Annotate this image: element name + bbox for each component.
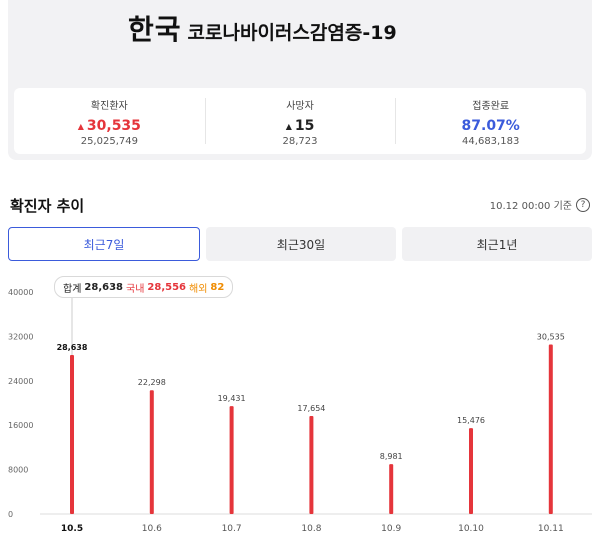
x-tick-label: 10.9: [381, 524, 401, 534]
updated-time: 10.12 00:00 기준 ?: [490, 197, 590, 212]
bar-value-label: 19,431: [218, 394, 246, 403]
y-tick-label: 8000: [8, 466, 28, 475]
tooltip-total-label: 합계: [63, 283, 82, 295]
period-tabs: 최근7일 최근30일 최근1년: [8, 227, 592, 261]
y-tick-label: 32000: [8, 332, 33, 341]
stat-value: ▲ 30,535: [14, 117, 205, 135]
stat-total: 28,723: [282, 136, 318, 147]
up-arrow-icon: ▲: [285, 121, 292, 131]
confirmed-cases-chart: 0 8000 16000 24000 32000 40000 28,638 10.5 22,29…: [8, 288, 592, 534]
bar-value-label: 30,535: [537, 333, 565, 342]
stat-value: ▲ 15: [205, 117, 396, 135]
tab-recent-7-days[interactable]: 최근7일: [8, 227, 200, 261]
y-tick-label: 0: [8, 510, 13, 519]
bar-10.8: [309, 416, 314, 514]
stat-deaths: 사망자 ▲ 15 28,723: [204, 88, 396, 154]
bar-10.7: [229, 406, 234, 514]
tooltip-domestic-label: 국내: [126, 283, 145, 295]
stat-vaccinated: 접종완료 87.07% 44,683,183: [395, 88, 586, 154]
x-tick-label: 10.8: [301, 524, 321, 534]
updated-text: 10.12 00:00 기준: [489, 201, 572, 212]
bar-10.5: [70, 355, 74, 514]
bar-value-label: 8,981: [380, 452, 403, 461]
x-tick-label: 10.5: [61, 524, 83, 534]
tab-recent-30-days[interactable]: 최근30일: [206, 227, 396, 261]
stat-value-text: 15: [294, 118, 315, 134]
bar-10.10: [469, 428, 473, 514]
bar-10.11: [548, 344, 553, 514]
x-tick-label: 10.7: [222, 524, 242, 534]
y-tick-label: 16000: [8, 421, 33, 430]
question-circle-icon[interactable]: ?: [576, 197, 590, 212]
tab-recent-1-year[interactable]: 최근1년: [402, 227, 592, 261]
bar-value-label: 28,638: [57, 343, 88, 352]
x-tick-label: 10.6: [142, 524, 162, 534]
x-tick-label: 10.11: [538, 524, 564, 534]
up-arrow-icon: ▲: [77, 121, 84, 131]
bar-10.6: [149, 390, 154, 514]
stat-label: 접종완료: [472, 101, 510, 112]
stat-value-text: 87.07%: [461, 118, 520, 134]
stats-card: 확진환자 ▲ 30,535 25,025,749 사망자 ▲ 15 28,723…: [14, 88, 586, 154]
tooltip-overseas-value: 82: [210, 281, 225, 293]
bar-value-label: 17,654: [297, 404, 325, 413]
stat-total: 44,683,183: [462, 136, 520, 147]
stat-label: 사망자: [286, 101, 314, 112]
x-tick-label: 10.10: [458, 524, 484, 534]
stat-label: 확진환자: [90, 101, 128, 112]
section-title: 확진자 추이: [10, 197, 85, 215]
y-tick-label: 24000: [8, 377, 33, 386]
country-name: 한국: [128, 13, 182, 46]
stat-confirmed: 확진환자 ▲ 30,535 25,025,749: [14, 88, 205, 154]
y-tick-label: 40000: [8, 288, 33, 297]
stat-total: 25,025,749: [80, 136, 138, 147]
tooltip-domestic-value: 28,556: [147, 281, 186, 293]
disease-name: 코로나바이러스감염증-19: [187, 22, 397, 44]
bar-10.9: [389, 464, 394, 514]
page-title: 한국 코로나바이러스감염증-19: [128, 8, 397, 48]
chart-tooltip: 합계 28,638 국내 28,556 해외 82: [54, 276, 234, 298]
tooltip-total-value: 28,638: [84, 281, 123, 293]
bar-value-label: 22,298: [138, 378, 166, 387]
tooltip-overseas-label: 해외: [189, 283, 208, 295]
bar-value-label: 15,476: [457, 416, 485, 425]
stat-value-text: 30,535: [86, 118, 141, 134]
stat-value: 87.07%: [395, 117, 586, 135]
